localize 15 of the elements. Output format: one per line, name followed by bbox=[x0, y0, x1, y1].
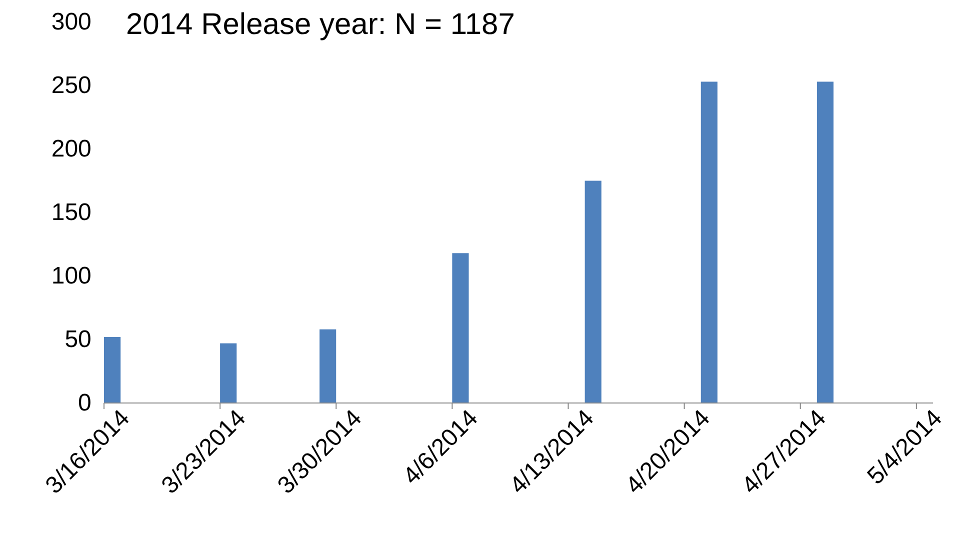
y-tick-label: 100 bbox=[51, 262, 92, 290]
bar bbox=[584, 180, 602, 403]
bar bbox=[816, 82, 834, 403]
bar bbox=[220, 343, 237, 403]
y-tick-label: 250 bbox=[51, 72, 92, 100]
chart-title: 2014 Release year: N = 1187 bbox=[126, 8, 515, 41]
bar bbox=[452, 253, 469, 403]
bar bbox=[104, 336, 121, 403]
y-tick-label: 50 bbox=[64, 326, 92, 354]
bar bbox=[320, 329, 336, 403]
y-tick-label: 150 bbox=[51, 199, 92, 226]
y-tick-label: 300 bbox=[51, 8, 92, 36]
bar bbox=[700, 82, 718, 403]
y-tick-label: 200 bbox=[51, 136, 92, 163]
y-tick-label: 0 bbox=[78, 390, 92, 417]
